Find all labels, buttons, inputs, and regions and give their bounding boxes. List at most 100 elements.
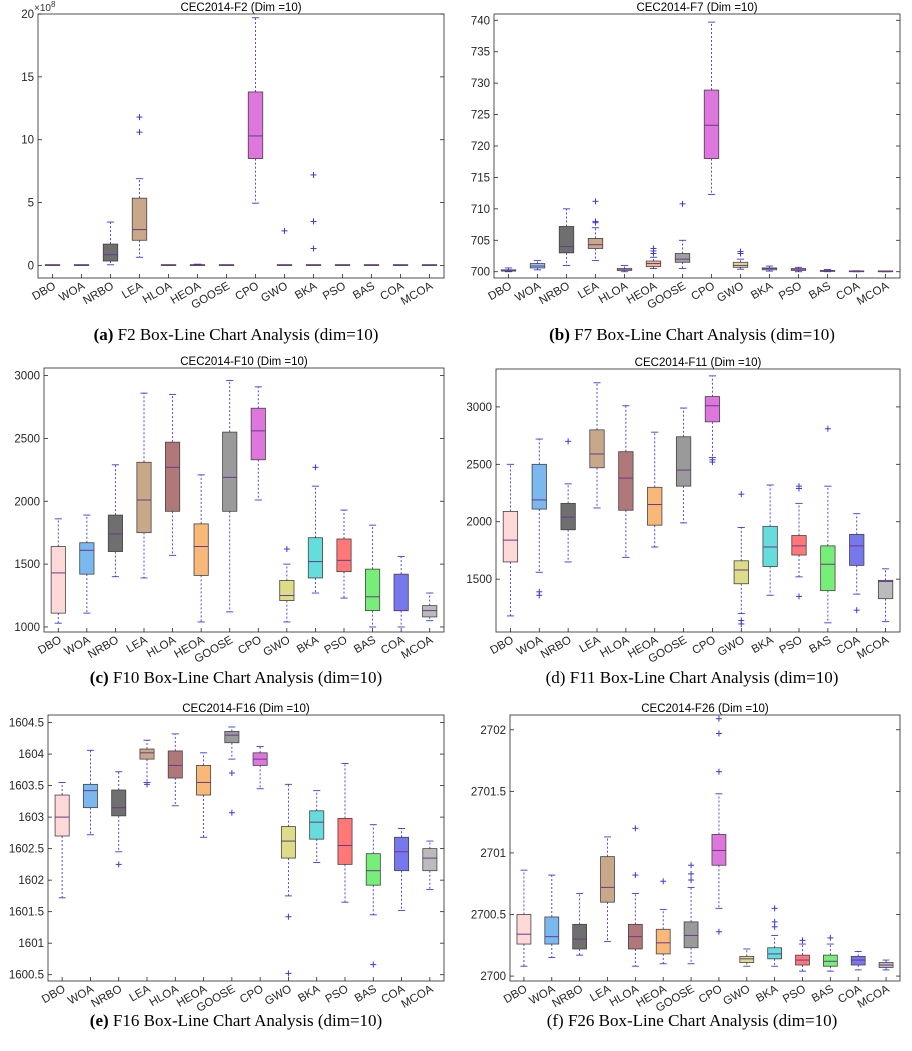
outlier-point bbox=[632, 825, 639, 832]
caption-text: F26 Box-Line Chart Analysis (dim=10) bbox=[563, 1011, 838, 1030]
x-tick-label: CPO bbox=[236, 634, 264, 657]
plot-area bbox=[493, 13, 901, 279]
box-heoa bbox=[196, 752, 212, 838]
y-tick-label: 715 bbox=[471, 172, 490, 184]
box-iqr bbox=[111, 789, 127, 817]
x-tick-label: NRBO bbox=[89, 983, 124, 1010]
outlier-point bbox=[136, 129, 143, 136]
y-tick-label: 725 bbox=[471, 110, 490, 122]
box-iqr bbox=[572, 923, 588, 950]
y-tick-label: 1601.5 bbox=[9, 907, 44, 919]
box-iqr bbox=[683, 921, 699, 949]
box-iqr bbox=[247, 91, 264, 159]
box-dbo bbox=[50, 518, 66, 624]
x-tick-label: PSO bbox=[321, 280, 348, 303]
x-tick-label: MCOA bbox=[856, 983, 892, 1011]
y-tick-label: 1603.5 bbox=[9, 781, 44, 793]
y-tick-label: 735 bbox=[471, 47, 490, 59]
box-goose bbox=[222, 380, 238, 613]
y-tick-label: 2701 bbox=[480, 848, 506, 860]
y-tick-label: 2700.5 bbox=[471, 910, 506, 922]
outlier-point bbox=[144, 781, 150, 788]
x-tick-label: MCOA bbox=[855, 634, 891, 662]
box-cpo bbox=[703, 21, 720, 195]
box-bka bbox=[305, 171, 322, 266]
outlier-point bbox=[285, 970, 292, 977]
box-iqr bbox=[136, 461, 152, 534]
box-lea bbox=[600, 836, 615, 943]
box-nrbo bbox=[107, 464, 123, 578]
box-iqr bbox=[589, 429, 605, 469]
x-tick-label: HLOA bbox=[148, 983, 181, 1009]
outlier-point bbox=[688, 870, 695, 877]
outlier-point bbox=[536, 588, 543, 595]
x-tick-label: GWO bbox=[261, 634, 292, 659]
y-tick-label: 710 bbox=[471, 204, 490, 216]
x-tick-label: NRBO bbox=[86, 634, 121, 661]
outlier-point bbox=[796, 483, 802, 490]
box-cpo bbox=[247, 17, 264, 204]
x-tick-label: DBO bbox=[502, 983, 530, 1006]
outlier-point bbox=[715, 768, 722, 775]
box-mcoa bbox=[878, 959, 894, 971]
x-tick-label: PSO bbox=[777, 634, 804, 657]
outlier-point bbox=[771, 918, 778, 925]
box-woa bbox=[531, 438, 547, 599]
box-hloa bbox=[160, 264, 177, 266]
box-iqr bbox=[422, 605, 438, 618]
box-nrbo bbox=[111, 771, 127, 868]
x-tick-label: GWO bbox=[259, 280, 290, 305]
outlier-point bbox=[228, 809, 235, 816]
outlier-point bbox=[738, 617, 745, 624]
plot-area bbox=[43, 367, 445, 633]
box-iqr bbox=[309, 810, 325, 840]
plot-area bbox=[37, 13, 445, 279]
box-coa bbox=[848, 270, 865, 273]
x-tick-label: NRBO bbox=[539, 634, 574, 661]
x-tick-label: CPO bbox=[233, 280, 261, 303]
box-iqr bbox=[107, 514, 123, 552]
outlier-point bbox=[115, 861, 122, 868]
x-tick-label: BKA bbox=[750, 634, 776, 656]
x-tick-label: BKA bbox=[754, 983, 780, 1005]
outlier-point bbox=[565, 438, 572, 445]
outlier-point bbox=[827, 934, 834, 941]
x-tick-label: MCOA bbox=[399, 634, 435, 662]
box-hloa bbox=[616, 264, 633, 273]
x-tick-label: HLOA bbox=[145, 634, 178, 660]
box-iqr bbox=[739, 955, 755, 963]
y-tick-label: 740 bbox=[471, 15, 490, 27]
outlier-point bbox=[688, 862, 695, 869]
box-bas bbox=[365, 524, 381, 628]
box-coa bbox=[394, 828, 410, 911]
outlier-point bbox=[796, 593, 802, 600]
box-iqr bbox=[850, 955, 866, 966]
x-tick-label: GWO bbox=[716, 634, 747, 659]
x-tick-label: DBO bbox=[36, 634, 64, 657]
y-tick-label: 3000 bbox=[14, 371, 40, 383]
box-iqr bbox=[365, 853, 381, 886]
box-pso bbox=[791, 483, 807, 600]
axis-multiplier-exponent: 8 bbox=[51, 0, 56, 9]
outlier-point bbox=[310, 245, 317, 252]
box-cpo bbox=[711, 715, 727, 935]
box-iqr bbox=[82, 783, 98, 809]
figure-caption: (e) F16 Box-Line Chart Analysis (dim=10) bbox=[16, 1011, 456, 1031]
box-iqr bbox=[820, 545, 836, 592]
outlier-point bbox=[715, 730, 722, 737]
caption-text: F11 Box-Line Chart Analysis (dim=10) bbox=[565, 668, 839, 687]
axis-multiplier: ×108 bbox=[34, 0, 56, 14]
box-iqr bbox=[279, 580, 295, 601]
y-tick-label: 1000 bbox=[14, 622, 40, 634]
y-tick-label: 1604 bbox=[18, 749, 44, 761]
box-nrbo bbox=[572, 893, 588, 956]
outlier-point bbox=[285, 913, 292, 920]
caption-label: (c) bbox=[89, 668, 109, 687]
box-nrbo bbox=[558, 208, 575, 266]
x-tick-label: BAS bbox=[807, 634, 833, 656]
box-goose bbox=[675, 407, 692, 524]
box-iqr bbox=[139, 748, 155, 760]
figure-caption: (d) F11 Box-Line Chart Analysis (dim=10) bbox=[472, 668, 912, 688]
box-bka bbox=[309, 790, 325, 863]
caption-label: (a) bbox=[93, 325, 114, 344]
